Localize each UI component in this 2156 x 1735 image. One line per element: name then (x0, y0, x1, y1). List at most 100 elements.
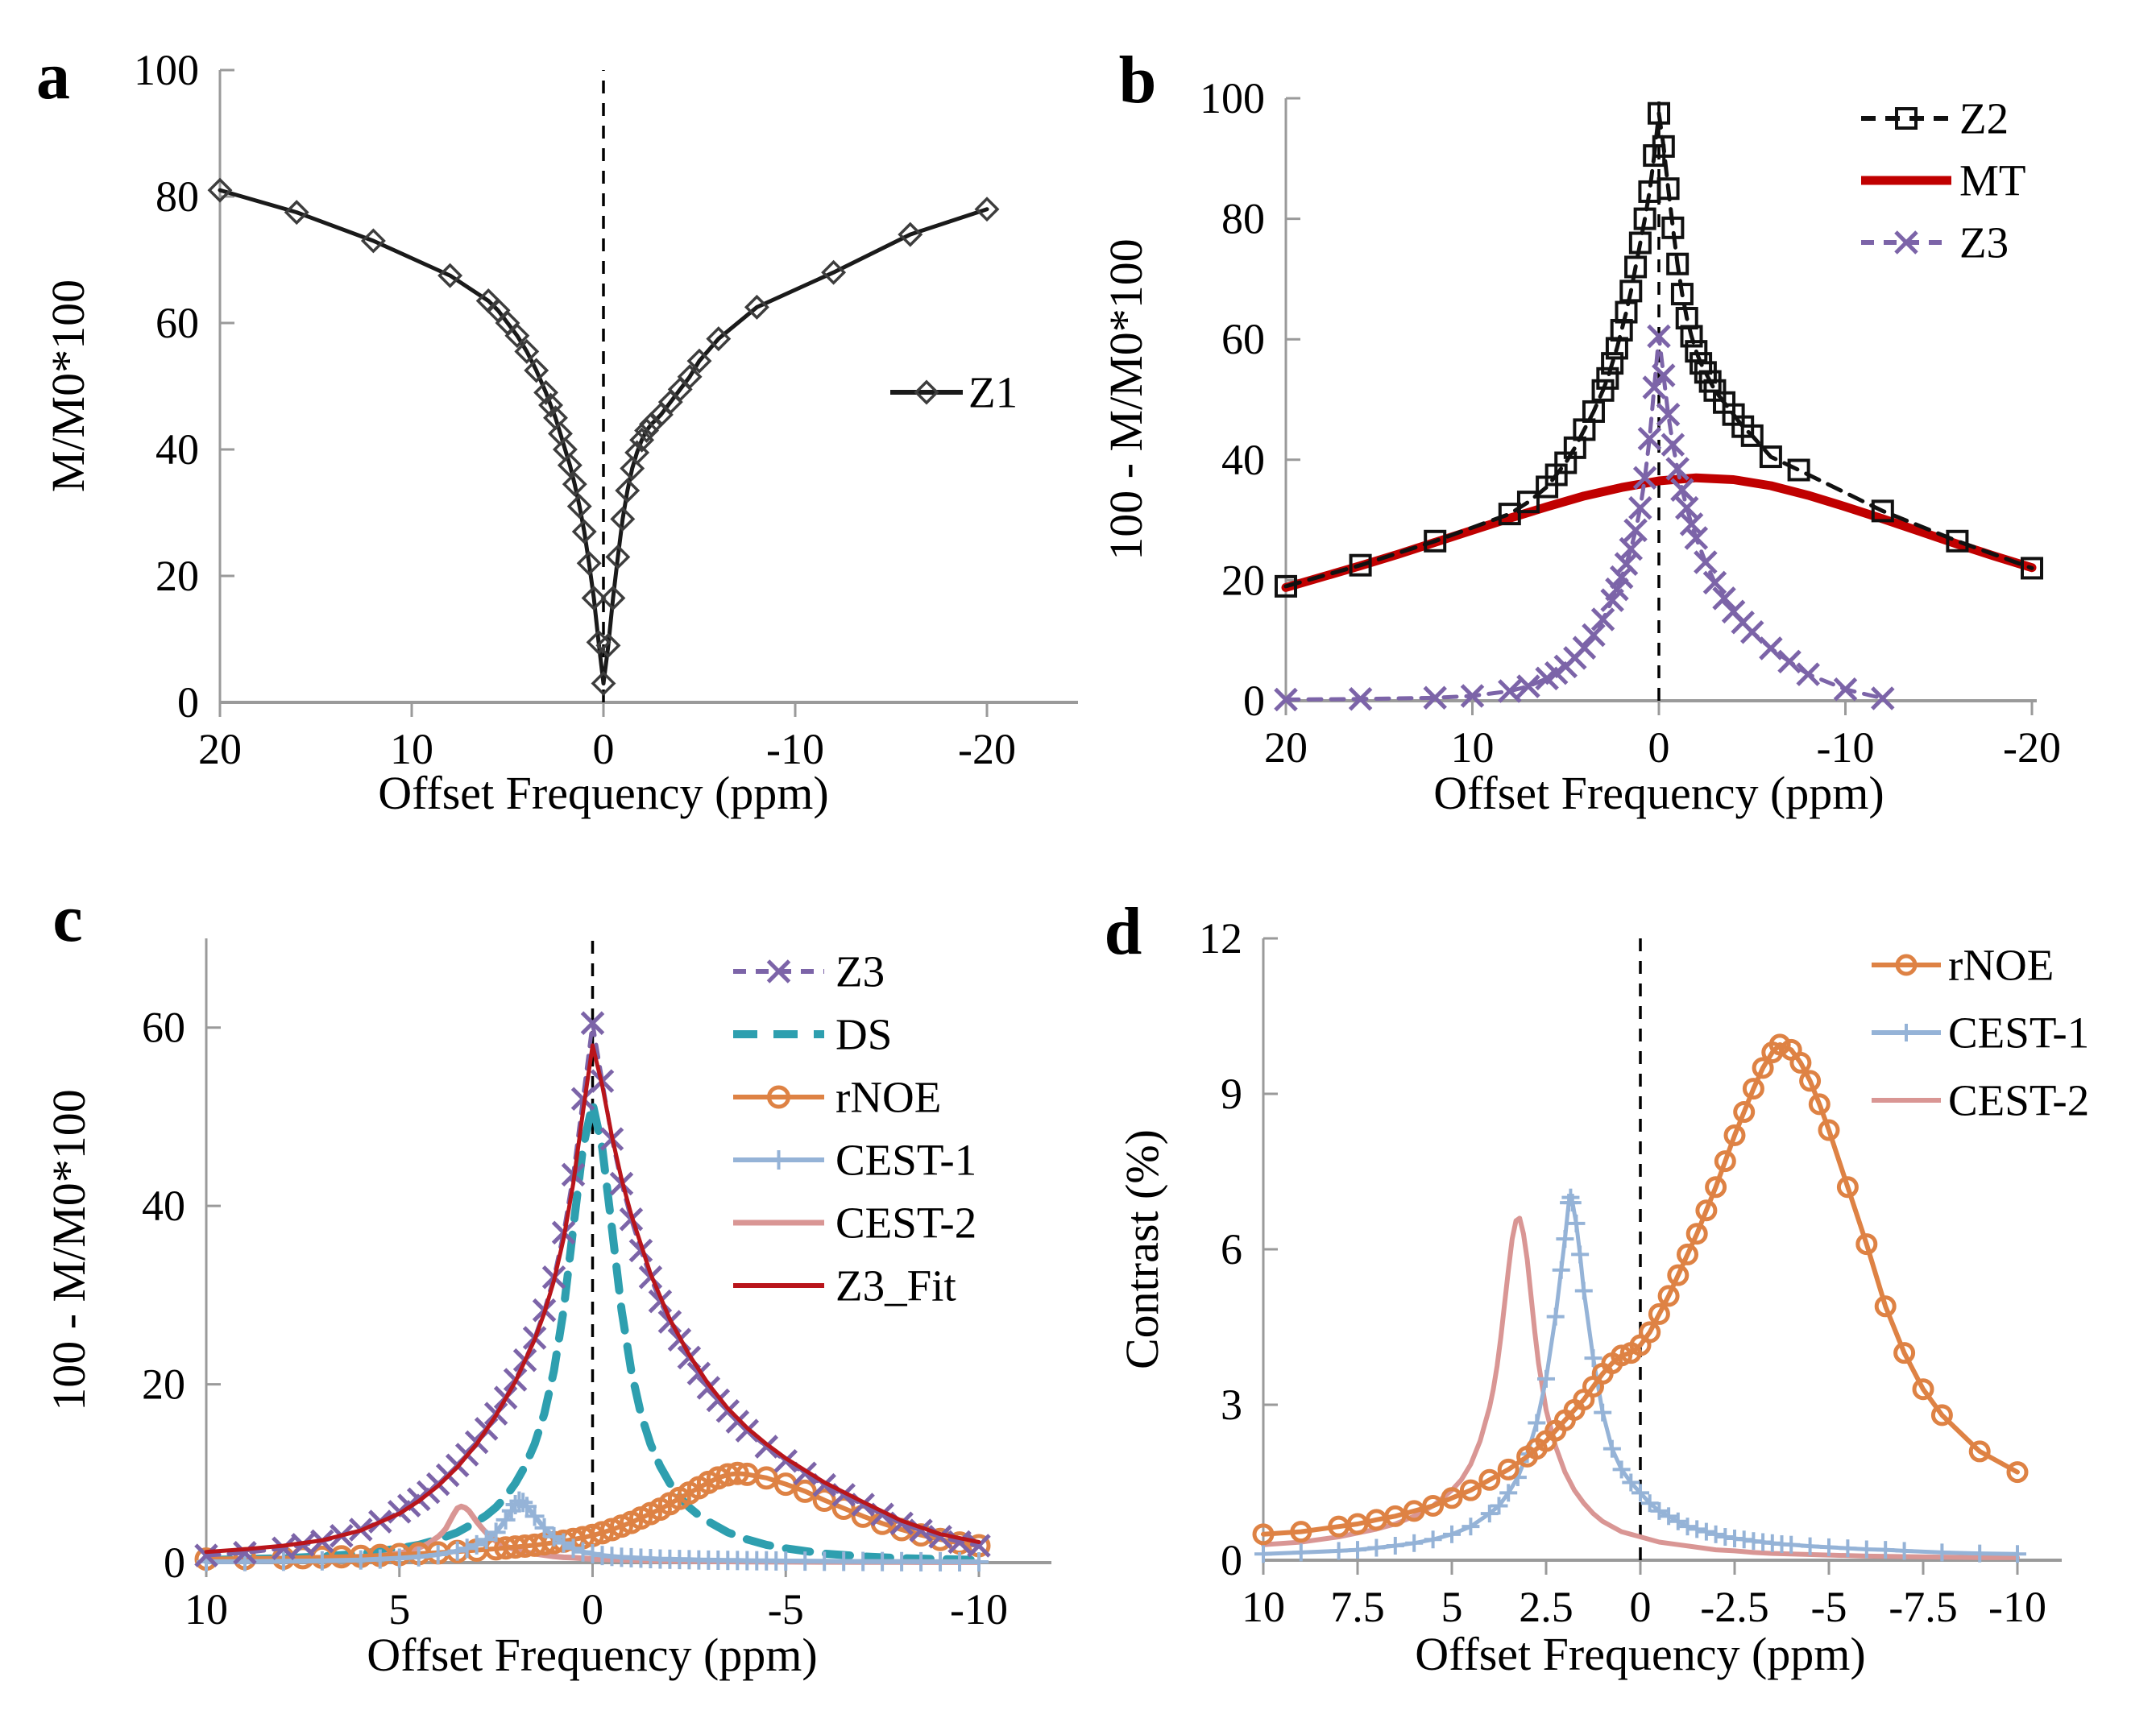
y-tick-label: 20 (1221, 556, 1265, 604)
series-rNOE-marker (1855, 1233, 1878, 1256)
series-Z1-marker (821, 259, 847, 285)
series-Z1-marker (610, 506, 636, 532)
legend-label-Z3: Z3 (1959, 218, 2009, 267)
legend-label-rNOE: rNOE (1948, 941, 2054, 990)
legend-marker-Z1 (914, 379, 939, 405)
legend-marker-Z3 (1894, 230, 1918, 255)
series-Z2-marker (1652, 135, 1675, 158)
panel-c-chart: 10 5 0 -5 -10 0 20 40 60 Z3 DS rNOE CEST-1 CEST-2 Z3_F… (142, 938, 1051, 1634)
series-Z2-marker (1591, 379, 1615, 402)
series-Z1-marker (571, 519, 597, 545)
series-Z2-marker (1946, 529, 1969, 553)
y-tick-label: 20 (142, 1360, 185, 1409)
series-rNOE-marker (1497, 1458, 1520, 1480)
series-Z3-marker (1777, 649, 1802, 674)
y-tick-label: 80 (155, 172, 199, 221)
series-Z3-marker (1637, 426, 1662, 451)
panel-c-letter: c (52, 881, 83, 956)
series-Z2-marker (1666, 252, 1690, 275)
x-tick-label: 10 (390, 725, 433, 773)
series-rNOE-marker (725, 1461, 749, 1485)
series-Z2-marker (1596, 366, 1619, 390)
series-rNOE-marker (831, 1496, 856, 1520)
series-Z3-marker (1498, 679, 1522, 703)
series-Z2-marker (2021, 557, 2043, 580)
y-tick-label: 60 (155, 299, 199, 347)
series-Z1-marker (538, 392, 564, 418)
series-Z3-marker (1348, 686, 1373, 711)
series-Z3-marker (1619, 536, 1644, 561)
series-DS-line (202, 1099, 983, 1564)
series-Z3-marker (1796, 662, 1820, 686)
legend-marker-Z2 (1895, 107, 1918, 130)
series-Z3-marker (947, 1530, 972, 1555)
y-tick-label: 20 (155, 552, 199, 600)
series-Z2-marker (1871, 499, 1894, 523)
series-Z3-marker (889, 1511, 914, 1536)
series-Z2-marker (1656, 177, 1680, 201)
legend-label-Z3_Fit: Z3_Fit (835, 1261, 956, 1311)
series-rNOE-marker (1611, 1344, 1633, 1367)
series-Z2-marker (1740, 424, 1764, 447)
series-Z1-marker (360, 228, 386, 254)
panel-d: 10 7.5 5 2.5 0 -2.5 -5 -7.5 -10 0 3 6 9 12 rNOE CEST-1 C… (1078, 868, 2156, 1735)
series-Z1-marker (600, 586, 626, 611)
x-tick-label: -10 (766, 725, 824, 773)
series-rNOE-marker (1742, 1078, 1764, 1100)
series-Z2-marker (1424, 529, 1447, 553)
series-rNOE-marker (1968, 1440, 1991, 1463)
series-Z1-marker (744, 294, 769, 320)
series-Z1-marker (284, 200, 309, 226)
x-tick-label: -2.5 (1700, 1583, 1768, 1631)
x-tick-label: 7.5 (1330, 1583, 1385, 1631)
series-Z3-marker (1647, 324, 1671, 349)
series-rNOE-marker (1893, 1342, 1916, 1364)
series-rNOE-marker (1384, 1505, 1407, 1527)
series-Z2-marker (1661, 216, 1685, 239)
panel-a: 20 10 0 -10 -20 0 20 40 60 80 100 Z1 a Offset Frequ… (0, 0, 1078, 868)
series-Z3-marker (851, 1493, 875, 1517)
series-Z2-marker (1648, 101, 1670, 125)
legend-label-Z2: Z2 (1959, 94, 2009, 143)
y-tick-label: 60 (1221, 315, 1265, 363)
series-Z3_Fit-line (204, 1043, 981, 1555)
series-Z3-marker (928, 1525, 952, 1549)
y-tick-label: 3 (1221, 1381, 1242, 1429)
series-rNOE-marker (1789, 1051, 1812, 1074)
x-tick-label: 0 (582, 1585, 603, 1634)
series-Z2-marker (1685, 340, 1708, 363)
panel-b: 20 10 0 -10 -20 0 20 40 60 80 100 Z2 MT Z3 b Offset F… (1078, 0, 2156, 868)
series-Z1-marker (504, 323, 530, 349)
series-Z1-marker (605, 544, 631, 569)
series-rNOE-marker (1723, 1124, 1746, 1146)
series-Z3-marker (812, 1472, 836, 1497)
series-rNOE-marker (1403, 1500, 1425, 1522)
legend-label-DS: DS (835, 1010, 892, 1059)
x-tick-label: 0 (1648, 723, 1670, 772)
series-Z2-marker (1516, 491, 1540, 514)
series-Z1-marker (686, 348, 712, 374)
x-tick-label: 10 (185, 1585, 228, 1634)
series-rNOE-marker (1714, 1150, 1736, 1173)
series-Z1-marker (576, 550, 602, 576)
series-CEST-2-line (1261, 1215, 2020, 1560)
series-Z3-marker (580, 1011, 605, 1035)
series-Z3-marker (909, 1518, 933, 1542)
series-rNOE-marker (1705, 1176, 1727, 1199)
series-Z3-marker (1516, 674, 1540, 698)
series-Z3-marker (1614, 552, 1639, 576)
series-Z3-marker (272, 1536, 296, 1561)
series-rNOE-marker (1930, 1404, 1953, 1427)
series-rNOE-marker (1685, 1223, 1708, 1245)
series-Z1-marker (581, 586, 607, 611)
series-Z2-marker (1275, 574, 1297, 598)
series-Z3-marker (1739, 619, 1764, 644)
series-Z3-marker (1590, 607, 1615, 631)
series-Z3-marker (1665, 457, 1690, 481)
series-Z2-marker (1624, 255, 1648, 279)
series-Z3-marker (1652, 363, 1676, 387)
x-tick-label: 5 (1441, 1583, 1463, 1631)
series-Z2-marker (1759, 445, 1782, 469)
series-Z1-marker (629, 427, 655, 453)
